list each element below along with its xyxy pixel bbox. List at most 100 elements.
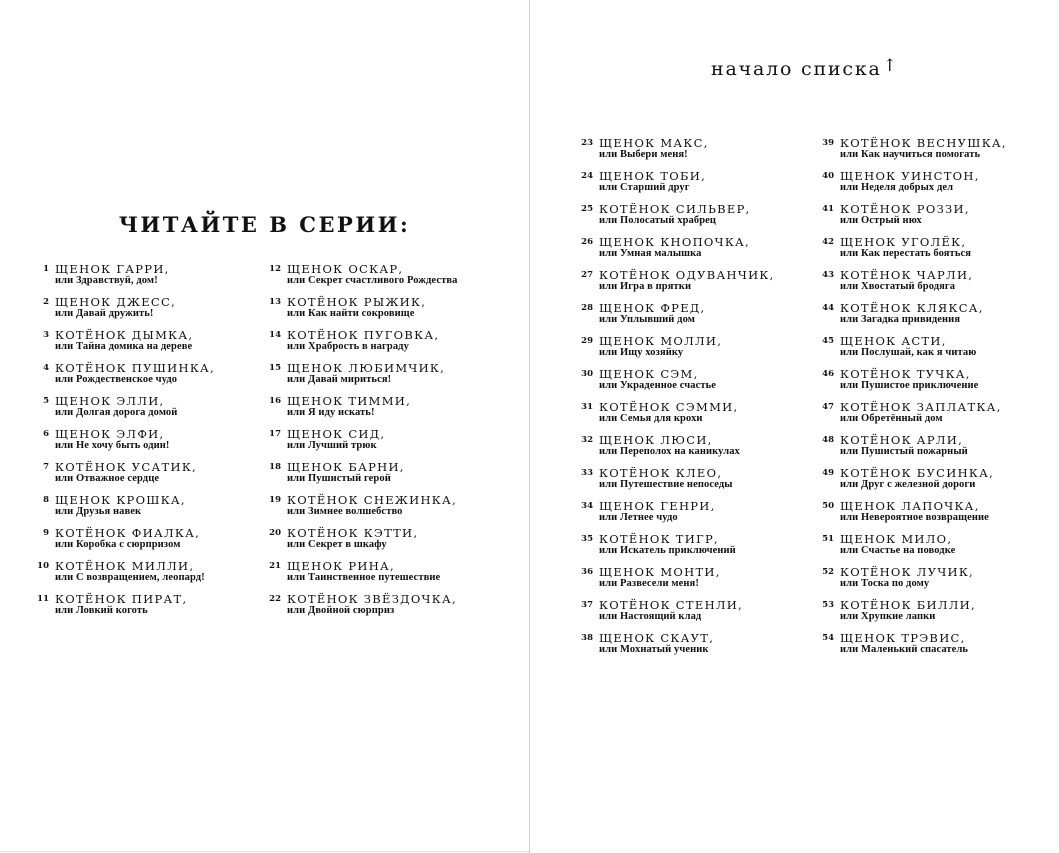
- book-number: 16: [269, 396, 281, 406]
- book-list-item: 45 ЩЕНОК АСТИ, или Послушай, как я читаю: [822, 334, 1059, 368]
- book-subtitle: или Умная малышка: [599, 248, 702, 259]
- book-title: ЩЕНОК ТРЭВИС,: [840, 631, 966, 645]
- book-title: ЩЕНОК КНОПОЧКА,: [599, 235, 750, 249]
- book-title: ЩЕНОК АСТИ,: [840, 334, 947, 348]
- book-list-column: 39 КОТЁНОК ВЕСНУШКА, или Как научиться пом…: [822, 137, 1059, 665]
- book-title: ЩЕНОК ЛЮБИМЧИК,: [287, 361, 446, 375]
- book-subtitle: или Двойной сюрприз: [287, 605, 395, 616]
- book-list-item: 22 КОТЁНОК ЗВЁЗДОЧКА, или Двойной сюрприз: [269, 593, 547, 626]
- book-subtitle: или Украденное счастье: [599, 380, 717, 391]
- book-list-item: 15 ЩЕНОК ЛЮБИМЧИК, или Давай мириться!: [269, 361, 547, 395]
- book-title: ЩЕНОК ГЕНРИ,: [599, 499, 716, 513]
- series-heading: ЧИТАЙТЕ В СЕРИИ:: [118, 212, 411, 237]
- book-number: 21: [269, 561, 281, 571]
- book-list-item: 48 КОТЁНОК АРЛИ, или Пушистый пожарный: [822, 433, 1059, 467]
- book-title: ЩЕНОК КРОШКА,: [55, 493, 186, 507]
- book-subtitle: или Маленький спасатель: [840, 644, 969, 655]
- book-number: 53: [822, 600, 834, 610]
- book-subtitle: или Пушистый пожарный: [840, 446, 968, 457]
- book-subtitle: или Пушистое приключение: [840, 380, 979, 391]
- book-title: КОТЁНОК СНЕЖИНКА,: [287, 493, 457, 507]
- book-title: ЩЕНОК ЛАПОЧКА,: [840, 499, 980, 513]
- book-subtitle: или Как найти сокровище: [287, 308, 415, 319]
- book-subtitle: или Таинственное путешествие: [287, 572, 441, 583]
- book-title: КОТЁНОК БУСИНКА,: [840, 466, 995, 480]
- book-subtitle: или Старший друг: [599, 182, 690, 193]
- book-title: КОТЁНОК ЧАРЛИ,: [840, 268, 974, 282]
- book-title: ЩЕНОК МОЛЛИ,: [599, 334, 723, 348]
- book-title: ЩЕНОК ТОБИ,: [599, 169, 707, 183]
- book-list-item: 43 КОТЁНОК ЧАРЛИ, или Хвостатый бродяга: [822, 268, 1059, 302]
- book-subtitle: или Я иду искать!: [287, 407, 375, 418]
- book-subtitle: или Давай дружить!: [55, 308, 154, 319]
- book-title: КОТЁНОК ФИАЛКА,: [55, 526, 201, 540]
- book-list-item: 4 КОТЁНОК ПУШИНКА, или Рождественское чудо: [43, 361, 315, 395]
- book-list-item: 7 КОТЁНОК УСАТИК, или Отважное сердце: [43, 461, 315, 494]
- book-subtitle: или Невероятное возвращение: [840, 512, 989, 523]
- book-list-item: 17 ЩЕНОК СИД, или Лучший трюк: [269, 428, 547, 461]
- book-title: КОТЁНОК РЫЖИК,: [287, 295, 427, 309]
- book-number: 11: [37, 594, 49, 604]
- book-list-item: 46 КОТЁНОК ТУЧКА, или Пушистое приключение: [822, 368, 1059, 401]
- book-number: 31: [581, 402, 593, 412]
- book-list-item: 32 ЩЕНОК ЛЮСИ, или Переполох на каникулах: [581, 434, 859, 467]
- book-list-item: 27 КОТЁНОК ОДУВАНЧИК, или Игра в прятки: [581, 269, 859, 302]
- book-number: 41: [822, 204, 834, 214]
- book-title: КОТЁНОК ЗАПЛАТКА,: [840, 400, 1002, 414]
- book-subtitle: или Уплывший дом: [599, 314, 695, 325]
- book-subtitle: или Счастье на поводке: [840, 545, 956, 556]
- book-list-item: 10 КОТЁНОК МИЛЛИ, или С возвращением, леоп…: [37, 559, 315, 593]
- book-title: КОТЁНОК КЭТТИ,: [287, 526, 419, 540]
- book-list-item: 2 ЩЕНОК ДЖЕСС, или Давай дружить!: [43, 296, 315, 329]
- book-list-item: 19 КОТЁНОК СНЕЖИНКА, или Зимнее волшебство: [269, 493, 547, 527]
- book-number: 8: [43, 495, 49, 505]
- book-title: ЩЕНОК ГАРРИ,: [55, 262, 170, 276]
- book-title: КОТЁНОК КЛЕО,: [599, 466, 723, 480]
- book-title: ЩЕНОК ТИММИ,: [287, 394, 412, 408]
- book-number: 33: [581, 468, 593, 478]
- book-subtitle: или Летнее чудо: [599, 512, 678, 523]
- book-list-item: 18 ЩЕНОК БАРНИ, или Пушистый герой: [269, 460, 547, 494]
- book-title: КОТЁНОК БИЛЛИ,: [840, 598, 976, 612]
- book-title: КОТЁНОК КЛЯКСА,: [840, 301, 984, 315]
- book-number: 23: [581, 138, 593, 148]
- book-list-column: 1 ЩЕНОК ГАРРИ, или Здравствуй, дом! 2 ЩЕНОК …: [37, 262, 315, 626]
- book-number: 45: [822, 336, 834, 346]
- book-title: ЩЕНОК СЭМ,: [599, 367, 699, 381]
- book-list-item: 30 ЩЕНОК СЭМ, или Украденное счастье: [581, 367, 859, 401]
- book-subtitle: или Игра в прятки: [599, 281, 692, 292]
- book-title: КОТЁНОК ПУШИНКА,: [55, 361, 215, 375]
- book-list-item: 51 ЩЕНОК МИЛО, или Счастье на поводке: [822, 532, 1059, 566]
- book-list-item: 31 КОТЁНОК СЭММИ, или Семья для крохи: [581, 400, 859, 434]
- book-subtitle: или Настоящий клад: [599, 611, 702, 622]
- book-number: 30: [581, 369, 593, 379]
- left-page: ЧИТАЙТЕ В СЕРИИ: 1 ЩЕНОК ГАРРИ, или Здравс…: [0, 0, 529, 852]
- book-title: КОТЁНОК СЭММИ,: [599, 400, 739, 414]
- book-list-item: 38 ЩЕНОК СКАУТ, или Мохнатый ученик: [581, 631, 859, 665]
- book-title: КОТЁНОК ЛУЧИК,: [840, 565, 974, 579]
- book-number: 12: [269, 264, 281, 274]
- book-number: 28: [581, 303, 593, 313]
- book-list-item: 20 КОТЁНОК КЭТТИ, или Секрет в шкафу: [269, 526, 547, 560]
- book-subtitle: или Тоска по дому: [840, 578, 930, 589]
- book-subtitle: или Не хочу быть один!: [55, 440, 170, 451]
- book-list-item: 39 КОТЁНОК ВЕСНУШКА, или Как научиться пом…: [822, 137, 1059, 170]
- book-number: 27: [581, 270, 593, 280]
- book-title: КОТЁНОК МИЛЛИ,: [55, 559, 195, 573]
- book-subtitle: или Искатель приключений: [599, 545, 736, 556]
- book-number: 22: [269, 594, 281, 604]
- book-title: ЩЕНОК СКАУТ,: [599, 631, 715, 645]
- book-title: ЩЕНОК БАРНИ,: [287, 460, 405, 474]
- book-subtitle: или Зимнее волшебство: [287, 506, 403, 517]
- book-subtitle: или Секрет в шкафу: [287, 539, 387, 550]
- book-list-item: 54 ЩЕНОК ТРЭВИС, или Маленький спасатель: [822, 631, 1059, 665]
- arrow-up-icon: ↑: [882, 56, 897, 76]
- book-number: 14: [269, 330, 281, 340]
- book-list-item: 33 КОТЁНОК КЛЕО, или Путешествие непоседы: [581, 466, 859, 500]
- book-subtitle: или Лучший трюк: [287, 440, 377, 451]
- book-subtitle: или С возвращением, леопард!: [55, 572, 205, 583]
- book-title: КОТЁНОК АРЛИ,: [840, 433, 964, 447]
- book-number: 46: [822, 369, 834, 379]
- book-title: ЩЕНОК МИЛО,: [840, 532, 953, 546]
- book-subtitle: или Как научиться помогать: [840, 149, 981, 160]
